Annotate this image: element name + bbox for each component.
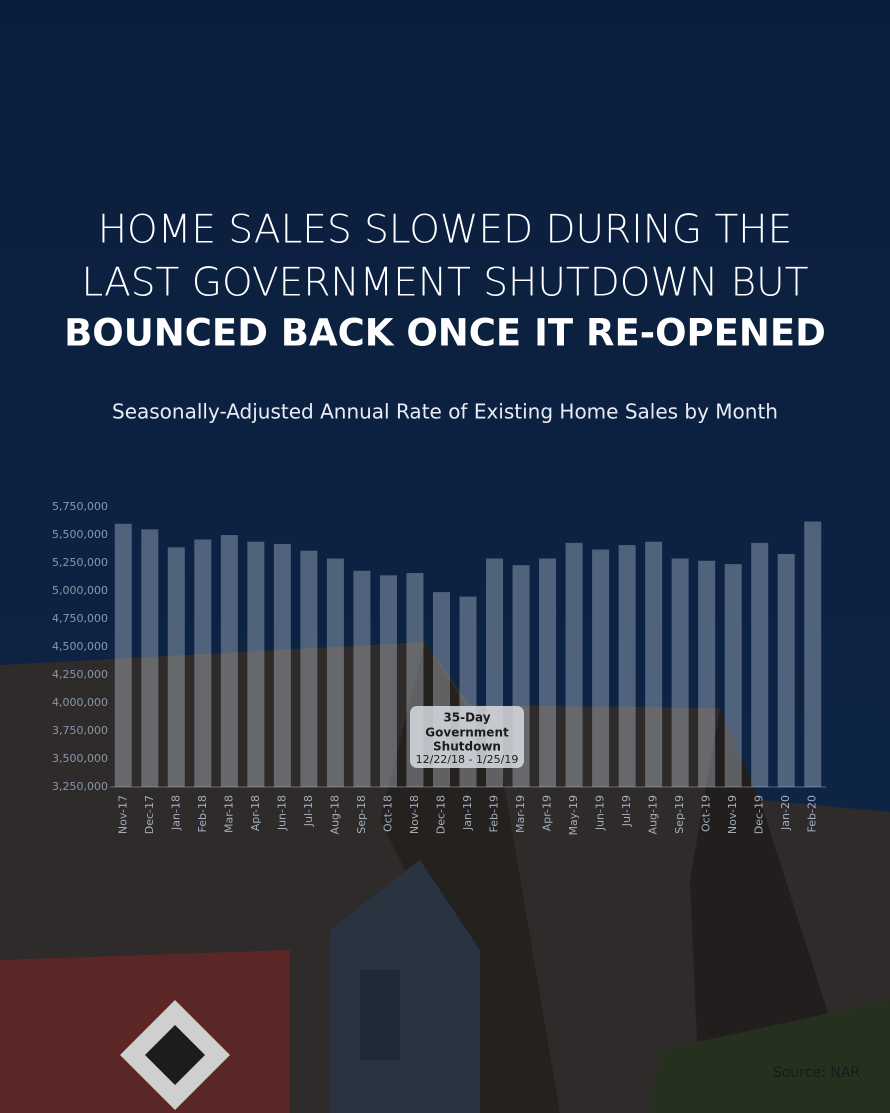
x-tick-label: Nov-19 [726, 795, 739, 834]
x-tick-label: Apr-18 [249, 795, 262, 831]
x-tick-label: May-19 [567, 795, 580, 836]
annotation-text: 35-Day [443, 711, 490, 725]
x-tick-label: Sep-19 [673, 795, 686, 834]
x-tick-label: Feb-18 [196, 795, 209, 832]
x-tick-label: Oct-19 [700, 795, 713, 832]
x-tick-label: Jan-19 [461, 795, 474, 831]
x-tick-label: Jun-18 [275, 795, 288, 831]
y-tick-label: 3,750,000 [52, 724, 108, 737]
x-tick-label: Apr-19 [541, 795, 554, 831]
bar [273, 543, 291, 787]
x-tick-label: Feb-20 [806, 795, 819, 832]
x-tick-label: Jan-20 [779, 795, 792, 831]
bar [220, 535, 238, 787]
subtitle: Seasonally-Adjusted Annual Rate of Exist… [112, 400, 778, 424]
bar [114, 523, 132, 787]
annotation-box [410, 706, 524, 768]
bar [698, 560, 716, 787]
bar [618, 545, 636, 787]
y-tick-label: 5,500,000 [52, 528, 108, 541]
x-tick-label: Nov-17 [116, 795, 129, 834]
title-line: BOUNCED BACK ONCE IT RE-OPENED [64, 312, 826, 355]
x-tick-label: Jun-19 [594, 795, 607, 831]
y-tick-label: 5,000,000 [52, 584, 108, 597]
x-tick-label: Dec-19 [753, 795, 766, 834]
y-tick-label: 4,750,000 [52, 612, 108, 625]
bar [671, 558, 689, 787]
y-tick-label: 3,500,000 [52, 752, 108, 765]
x-tick-label: Aug-19 [647, 795, 660, 834]
x-tick-label: Jan-18 [169, 795, 182, 831]
x-tick-label: Feb-19 [488, 795, 501, 832]
y-tick-label: 4,500,000 [52, 640, 108, 653]
bar [751, 542, 769, 787]
source: Source: NAR [773, 1065, 860, 1081]
y-tick-label: 4,000,000 [52, 696, 108, 709]
bar [167, 547, 185, 787]
x-tick-label: Sep-18 [355, 795, 368, 834]
x-tick-label: Mar-19 [514, 795, 527, 833]
x-tick-label: Aug-18 [328, 795, 341, 834]
bar [379, 575, 397, 787]
x-tick-label: Dec-18 [434, 795, 447, 834]
x-tick-label: Oct-18 [381, 795, 394, 832]
bar [565, 542, 583, 787]
bar [353, 570, 371, 787]
bar [645, 541, 663, 787]
bar [326, 558, 344, 787]
bar [141, 529, 159, 787]
title-line: HOME SALES SLOWED DURING THE [98, 208, 793, 253]
annotation-text: Government [425, 726, 509, 740]
title-line: LAST GOVERNMENT SHUTDOWN BUT [81, 261, 808, 306]
bar [300, 550, 318, 787]
x-tick-label: Jul-19 [620, 795, 633, 827]
bar [777, 554, 795, 787]
y-tick-label: 5,750,000 [52, 500, 108, 513]
bar [539, 558, 557, 787]
y-tick-label: 3,250,000 [52, 780, 108, 793]
annotation: 35-Day Government Shutdown 12/22/18 - 1/… [410, 706, 524, 768]
annotation-text: 12/22/18 - 1/25/19 [416, 753, 519, 766]
x-tick-label: Nov-18 [408, 795, 421, 834]
x-tick-label: Mar-18 [222, 795, 235, 833]
annotation-text: Shutdown [433, 740, 501, 754]
y-tick-label: 5,250,000 [52, 556, 108, 569]
bar [247, 541, 265, 787]
bar [804, 521, 822, 787]
y-tick-label: 4,250,000 [52, 668, 108, 681]
bar [194, 539, 212, 787]
x-tick-label: Dec-17 [143, 795, 156, 834]
bar [724, 564, 742, 787]
x-tick-label: Jul-18 [302, 795, 315, 827]
bar [592, 549, 610, 787]
